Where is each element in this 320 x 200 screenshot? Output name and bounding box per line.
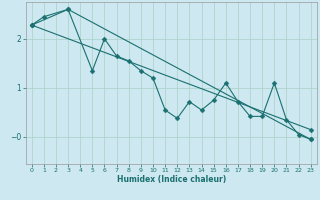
X-axis label: Humidex (Indice chaleur): Humidex (Indice chaleur) — [116, 175, 226, 184]
